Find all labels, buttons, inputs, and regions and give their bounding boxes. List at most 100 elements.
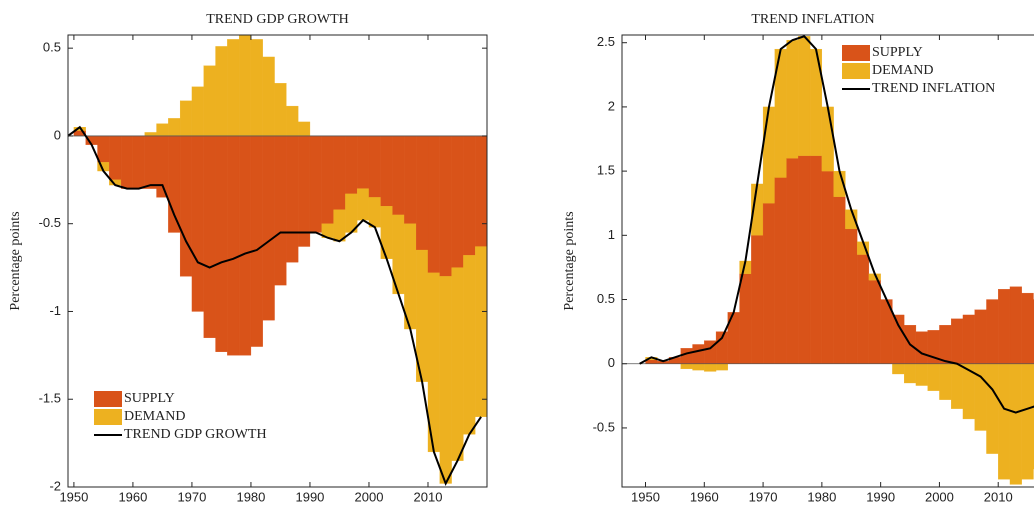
x-tick-label: 1970 <box>749 489 778 504</box>
bar-segment <box>345 135 358 195</box>
bar-segment <box>274 83 287 137</box>
bar-segment <box>904 363 917 384</box>
x-tick-label: 1990 <box>295 489 324 504</box>
y-tick-label: -0.5 <box>39 215 61 230</box>
bar-segment <box>156 123 169 137</box>
bar-segment <box>144 135 157 189</box>
x-tick-label: 1960 <box>118 489 147 504</box>
legend-label: TREND GDP GROWTH <box>124 427 267 442</box>
bar-segment <box>250 39 263 137</box>
bar-segment <box>168 135 181 233</box>
plot <box>622 35 1034 485</box>
bar-segment <box>915 331 928 364</box>
bar-segment <box>357 135 370 189</box>
y-tick-label: 0.5 <box>597 291 615 306</box>
bar-segment <box>392 135 405 216</box>
bar-segment <box>286 135 299 263</box>
bar-segment <box>227 135 240 356</box>
bar-segment <box>1009 286 1022 364</box>
bar-segment <box>798 155 811 364</box>
x-tick-label: 1990 <box>866 489 895 504</box>
bar-segment <box>1021 363 1034 480</box>
bar-segment <box>998 363 1011 480</box>
bar-segment <box>321 135 334 224</box>
bar-segment <box>704 363 717 372</box>
bar-segment <box>821 170 834 364</box>
y-tick-label: -2 <box>49 478 61 493</box>
bar-segment <box>680 363 693 370</box>
y-tick-label: -1 <box>49 303 61 318</box>
y-tick-label: -1.5 <box>39 391 61 406</box>
x-tick-label: 1970 <box>177 489 206 504</box>
bar-segment <box>416 135 429 251</box>
bar-segment <box>368 135 381 198</box>
legend-swatch <box>842 45 870 61</box>
bar-segment <box>203 135 216 338</box>
bar-segment <box>986 299 999 364</box>
x-tick-label: 1980 <box>807 489 836 504</box>
legend: SUPPLY DEMAND TREND INFLATION <box>842 45 995 96</box>
plot <box>68 35 487 486</box>
legend: SUPPLY DEMAND TREND GDP GROWTH <box>94 391 267 442</box>
bar-segment <box>845 228 858 364</box>
bar-segment <box>286 105 299 137</box>
bar-segment <box>692 363 705 371</box>
bar-segment <box>368 197 381 228</box>
y-axis-label: Percentage points <box>8 211 23 310</box>
bar-segment <box>762 203 775 364</box>
chart-title: TREND GDP GROWTH <box>206 12 349 27</box>
bar-segment <box>809 155 823 364</box>
bar-segment <box>179 135 193 277</box>
bar-segment <box>974 309 987 364</box>
bar-segment <box>238 35 252 137</box>
bar-segment <box>463 135 476 256</box>
trend-line <box>639 35 1034 414</box>
frame <box>67 34 488 488</box>
bar-segment <box>463 255 476 435</box>
bar-segment <box>298 121 311 137</box>
y-tick-label: 0 <box>54 127 61 142</box>
bar-segment <box>892 314 905 364</box>
bar-segment <box>439 276 452 484</box>
bar-segment <box>156 135 169 198</box>
bar-segment <box>191 135 204 312</box>
bar-segment <box>109 135 122 180</box>
bar-segment <box>215 46 228 137</box>
bar-segment <box>309 135 322 233</box>
bar-segment <box>998 289 1011 364</box>
bar-segment <box>215 135 228 352</box>
bar-segment <box>250 135 263 347</box>
bar-segment <box>951 318 964 364</box>
bar-segment <box>333 135 346 210</box>
chart: -0.5 0 0.5 1 1.5 2 2.5 1950 1960 1970 1980 1990 2000… <box>562 12 1034 504</box>
bar-segment <box>821 106 834 172</box>
bar-segment <box>892 363 905 375</box>
bar-segment <box>798 36 811 156</box>
chart: -2 -1.5 -1 -0.5 0 0.5 1950 1960 1970 1980 1990 2000… <box>8 12 488 504</box>
bar-segment <box>692 344 705 364</box>
y-tick-label: 1.5 <box>597 163 615 178</box>
bar-segment <box>962 314 975 364</box>
bar-segment <box>357 188 370 221</box>
legend-label: DEMAND <box>124 409 185 424</box>
bar-segment <box>856 254 870 364</box>
bar-segment <box>380 135 393 207</box>
bar-segment <box>404 223 417 330</box>
x-tick-label: 1960 <box>690 489 719 504</box>
bar-segment <box>475 246 487 417</box>
bar-segment <box>298 135 311 247</box>
x-tick-label: 2000 <box>355 489 384 504</box>
bar-segment <box>1021 292 1034 364</box>
bar-segment <box>333 209 346 242</box>
frame <box>621 34 1034 488</box>
legend-label: DEMAND <box>872 63 933 78</box>
bar-segment <box>120 135 134 189</box>
bar-segment <box>868 280 881 364</box>
legend-swatch <box>94 391 122 407</box>
x-tick-label: 1950 <box>59 489 88 504</box>
bar-segment <box>939 325 952 364</box>
legend-swatch <box>842 63 870 79</box>
x-tick-label: 1980 <box>236 489 265 504</box>
bar-segment <box>238 135 252 356</box>
